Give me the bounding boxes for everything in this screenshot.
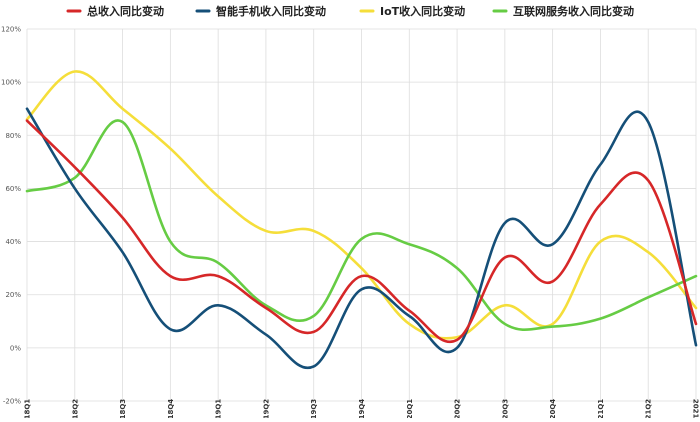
x-axis-ticks: 2018Q1 2018Q2 2018Q3 2018Q4 2019Q1 2019Q2 2019… [24,399,700,422]
x-tick-label: 2021Q3 [692,399,700,418]
y-tick-label: 20% [5,291,21,299]
y-tick-label: 100% [1,79,21,87]
series-lines [25,70,698,370]
series-line-total-revenue [25,119,698,344]
x-tick-label: 2020Q3 [501,399,509,418]
x-tick-label: 2018Q1 [24,399,32,418]
x-tick-label: 2019Q3 [310,399,318,418]
y-tick-label: 0% [10,344,21,352]
x-tick-label: 2019Q1 [215,399,223,418]
y-tick-label: 40% [5,238,21,246]
y-tick-label: -20% [3,398,21,406]
series-line-internet-services-revenue [25,119,698,331]
series-line-smartphone-revenue [25,107,698,370]
x-tick-label: 2020Q2 [454,399,462,418]
legend-label-smartphone-revenue: 智能手机收入同比变动 [216,4,326,18]
x-tick-label: 2018Q2 [71,399,79,418]
y-axis-ticks: -20% 0% 20% 40% 60% 80% 100% 120% [1,26,21,406]
y-tick-label: 80% [5,132,21,140]
y-tick-label: 60% [5,185,21,193]
legend-label-total-revenue: 总收入同比变动 [87,4,164,18]
x-tick-label: 2018Q4 [167,399,175,418]
x-tick-label: 2020Q4 [549,399,557,418]
x-tick-label: 2019Q4 [358,399,366,418]
legend: 总收入同比变动 智能手机收入同比变动 IoT收入同比变动 互联网服务收入同比变动 [66,4,634,18]
series-line-iot-revenue [25,70,698,340]
x-tick-label: 2021Q1 [597,399,605,418]
x-tick-label: 2019Q2 [262,399,270,418]
y-tick-label: 120% [1,26,21,34]
legend-label-internet-services-revenue: 互联网服务收入同比变动 [513,4,634,18]
x-tick-label: 2018Q3 [119,399,127,418]
x-tick-label: 2020Q1 [406,399,414,418]
legend-label-iot-revenue: IoT收入同比变动 [380,4,465,18]
x-tick-label: 2021Q2 [645,399,653,418]
grid-lines [26,28,697,402]
